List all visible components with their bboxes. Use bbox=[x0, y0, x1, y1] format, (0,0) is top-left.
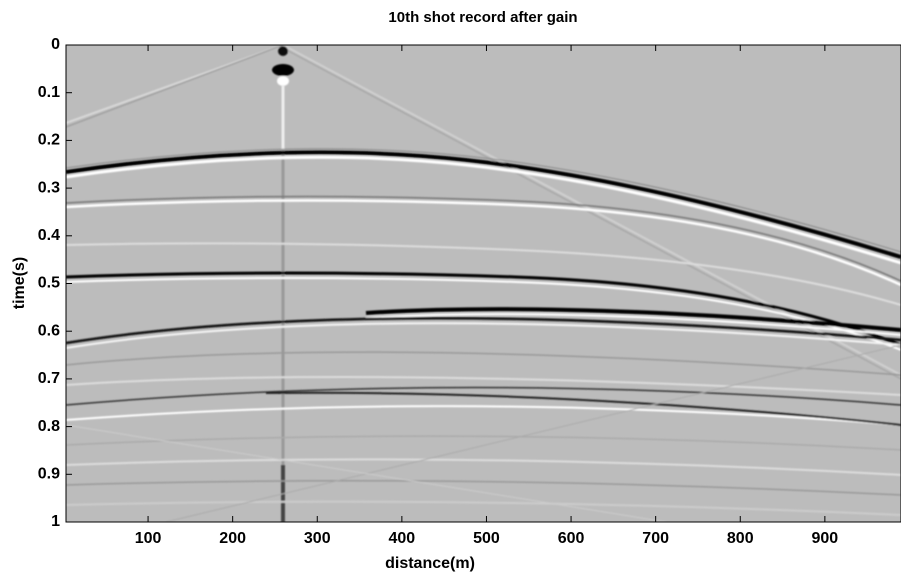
y-tick-label: 0.7 bbox=[38, 370, 60, 387]
y-tick-label: 0.1 bbox=[38, 84, 60, 101]
y-tick-label: 0.4 bbox=[38, 227, 60, 244]
y-tick-label: 0.5 bbox=[38, 275, 60, 292]
x-tick-label: 300 bbox=[304, 530, 331, 547]
x-axis-label: distance(m) bbox=[385, 555, 475, 572]
x-tick-label: 400 bbox=[389, 530, 416, 547]
chart-title: 10th shot record after gain bbox=[388, 9, 577, 26]
y-tick-label: 0.9 bbox=[38, 466, 60, 483]
y-tick-label: 0 bbox=[51, 36, 60, 53]
x-tick-label: 800 bbox=[727, 530, 754, 547]
x-tick-label: 100 bbox=[135, 530, 162, 547]
x-tick-label: 900 bbox=[812, 530, 839, 547]
x-tick-label: 500 bbox=[473, 530, 500, 547]
y-tick-label: 1 bbox=[51, 513, 60, 530]
x-tick-label: 600 bbox=[558, 530, 585, 547]
y-tick-label: 0.3 bbox=[38, 179, 60, 196]
y-tick-label: 0.2 bbox=[38, 132, 60, 149]
x-tick-label: 200 bbox=[219, 530, 246, 547]
y-axis-label: time(s) bbox=[11, 257, 28, 309]
seismic-image bbox=[66, 45, 901, 522]
y-tick-label: 0.8 bbox=[38, 418, 60, 435]
y-tick-label: 0.6 bbox=[38, 322, 60, 339]
x-tick-label: 700 bbox=[642, 530, 669, 547]
